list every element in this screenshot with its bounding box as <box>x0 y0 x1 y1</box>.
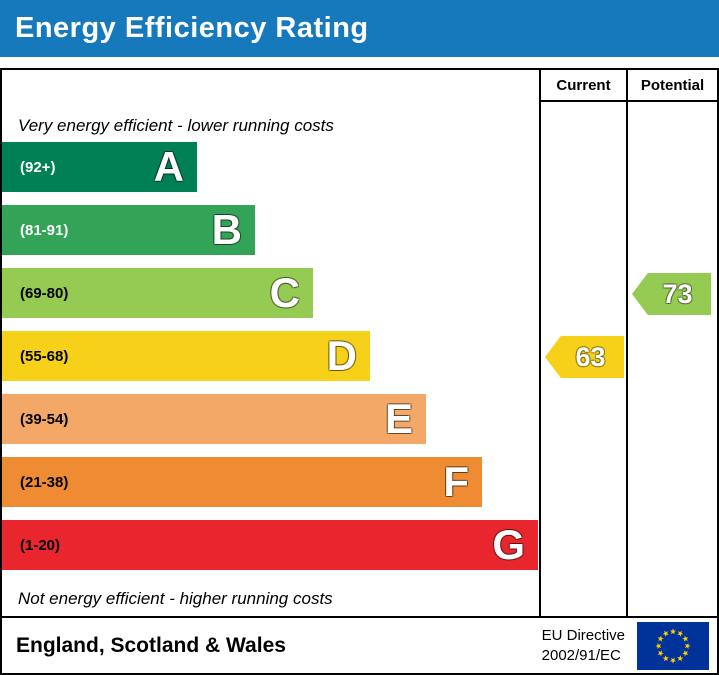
band-letter: F <box>443 458 469 505</box>
band-range: (55-68) <box>20 347 69 365</box>
region-label: England, Scotland & Wales <box>16 633 286 657</box>
current-column: Current 63 <box>539 70 626 616</box>
band-range: (81-91) <box>20 221 69 239</box>
band-letter: A <box>153 143 184 190</box>
eu-flag-icon <box>637 621 709 670</box>
potential-rating-value: 73 <box>662 278 693 309</box>
potential-rating-arrow: 73 <box>632 273 711 315</box>
current-column-header: Current <box>541 70 626 102</box>
current-column-body: 63 <box>541 102 626 616</box>
energy-rating-chart: Very energy efficient - lower running co… <box>0 68 719 618</box>
current-rating-arrow: 63 <box>545 336 624 378</box>
band-row-g: (1-20) G <box>2 520 538 570</box>
band-row-f: (21-38) F <box>2 457 482 507</box>
potential-column-body: 73 <box>628 102 717 616</box>
band-letter: C <box>269 269 300 316</box>
band-range: (39-54) <box>20 410 69 428</box>
band-range: (1-20) <box>20 536 61 554</box>
potential-column: Potential 73 <box>626 70 717 616</box>
band-range: (21-38) <box>20 473 69 491</box>
bottom-note: Not energy efficient - higher running co… <box>18 589 333 608</box>
eu-directive-line2: 2002/91/EC <box>541 646 621 664</box>
band-letter: G <box>492 521 525 568</box>
eu-directive-label: EU Directive 2002/91/EC <box>542 626 625 665</box>
current-rating-value: 63 <box>575 341 606 372</box>
potential-column-header: Potential <box>628 70 717 102</box>
band-row-e: (39-54) E <box>2 394 426 444</box>
band-range: (69-80) <box>20 284 69 302</box>
eu-directive-line1: EU Directive <box>541 627 625 644</box>
band-row-c: (69-80) C <box>2 268 313 318</box>
band-row-b: (81-91) B <box>2 205 255 255</box>
bands-column: Very energy efficient - lower running co… <box>2 70 539 616</box>
bands-header-spacer <box>2 70 539 102</box>
page-title: Energy Efficiency Rating <box>0 0 719 57</box>
band-range: (92+) <box>20 158 56 176</box>
band-row-a: (92+) A <box>2 142 197 192</box>
top-note: Very energy efficient - lower running co… <box>18 116 334 135</box>
band-letter: B <box>211 206 242 253</box>
band-row-d: (55-68) D <box>2 331 370 381</box>
band-letter: D <box>326 332 357 379</box>
footer: England, Scotland & Wales EU Directive 2… <box>0 616 719 675</box>
band-letter: E <box>384 395 413 442</box>
